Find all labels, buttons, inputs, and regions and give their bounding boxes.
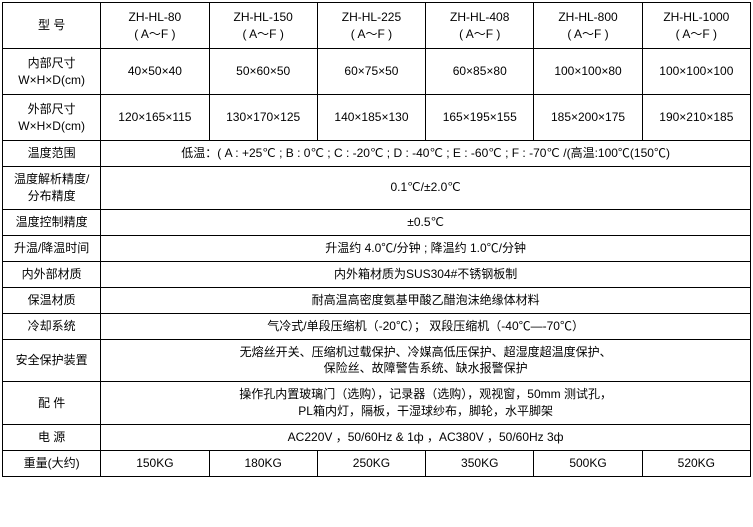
temp-range-label: 温度范围 xyxy=(3,141,101,167)
cooling-system-value: 气冷式/单段压缩机（-20℃）； 双段压缩机（-40℃—-70℃） xyxy=(101,313,751,339)
model-1: ZH-HL-150( A～F ) xyxy=(209,3,317,49)
heating-cooling-value: 升温约 4.0℃/分钟 ; 降温约 1.0℃/分钟 xyxy=(101,235,751,261)
model-0: ZH-HL-80( A～F ) xyxy=(101,3,209,49)
accessories-value: 操作孔内置玻璃门（选购），记录器（选购），观视窗，50mm 测试孔，PL箱内灯，… xyxy=(101,382,751,425)
safety-label: 安全保护装置 xyxy=(3,339,101,382)
temp-control-label: 温度控制精度 xyxy=(3,209,101,235)
inner-size-5: 100×100×100 xyxy=(642,49,750,95)
inner-size-label: 内部尺寸W×H×D(cm) xyxy=(3,49,101,95)
temp-resolution-label: 温度解析精度/分布精度 xyxy=(3,167,101,210)
weight-2: 250KG xyxy=(317,450,425,476)
temp-range-value: 低温：( A : +25℃ ; B : 0℃ ; C : -20℃ ; D : … xyxy=(101,141,751,167)
model-4: ZH-HL-800( A～F ) xyxy=(534,3,642,49)
material-inout-label: 内外部材质 xyxy=(3,261,101,287)
cooling-system-label: 冷却系统 xyxy=(3,313,101,339)
weight-label: 重量(大约) xyxy=(3,450,101,476)
power-label: 电 源 xyxy=(3,424,101,450)
row-power: 电 源 AC220V ，50/60Hz & 1ф ，AC380V ，50/60H… xyxy=(3,424,751,450)
power-value: AC220V ，50/60Hz & 1ф ，AC380V ，50/60Hz 3ф xyxy=(101,424,751,450)
outer-size-2: 140×185×130 xyxy=(317,95,425,141)
weight-1: 180KG xyxy=(209,450,317,476)
row-inner-size: 内部尺寸W×H×D(cm) 40×50×40 50×60×50 60×75×50… xyxy=(3,49,751,95)
row-weight: 重量(大约) 150KG 180KG 250KG 350KG 500KG 520… xyxy=(3,450,751,476)
spec-table: 型 号 ZH-HL-80( A～F ) ZH-HL-150( A～F ) ZH-… xyxy=(2,2,751,477)
inner-size-3: 60×85×80 xyxy=(426,49,534,95)
outer-size-label: 外部尺寸W×H×D(cm) xyxy=(3,95,101,141)
row-cooling-system: 冷却系统 气冷式/单段压缩机（-20℃）； 双段压缩机（-40℃—-70℃） xyxy=(3,313,751,339)
heating-cooling-label: 升温/降温时间 xyxy=(3,235,101,261)
row-temp-resolution: 温度解析精度/分布精度 0.1℃/±2.0℃ xyxy=(3,167,751,210)
row-outer-size: 外部尺寸W×H×D(cm) 120×165×115 130×170×125 14… xyxy=(3,95,751,141)
temp-resolution-value: 0.1℃/±2.0℃ xyxy=(101,167,751,210)
weight-5: 520KG xyxy=(642,450,750,476)
material-inout-value: 内外箱材质为SUS304#不锈钢板制 xyxy=(101,261,751,287)
header-label: 型 号 xyxy=(3,3,101,49)
row-material-inout: 内外部材质 内外箱材质为SUS304#不锈钢板制 xyxy=(3,261,751,287)
model-3: ZH-HL-408( A～F ) xyxy=(426,3,534,49)
row-temp-range: 温度范围 低温：( A : +25℃ ; B : 0℃ ; C : -20℃ ;… xyxy=(3,141,751,167)
weight-4: 500KG xyxy=(534,450,642,476)
inner-size-2: 60×75×50 xyxy=(317,49,425,95)
safety-value: 无熔丝开关、压缩机过载保护、冷媒高低压保护、超湿度超温度保护、保险丝、故障警告系… xyxy=(101,339,751,382)
accessories-label: 配 件 xyxy=(3,382,101,425)
outer-size-4: 185×200×175 xyxy=(534,95,642,141)
model-5: ZH-HL-1000( A～F ) xyxy=(642,3,750,49)
row-insulation: 保温材质 耐高温高密度氨基甲酸乙醋泡沫绝缘体材料 xyxy=(3,287,751,313)
insulation-value: 耐高温高密度氨基甲酸乙醋泡沫绝缘体材料 xyxy=(101,287,751,313)
inner-size-4: 100×100×80 xyxy=(534,49,642,95)
inner-size-0: 40×50×40 xyxy=(101,49,209,95)
row-safety: 安全保护装置 无熔丝开关、压缩机过载保护、冷媒高低压保护、超湿度超温度保护、保险… xyxy=(3,339,751,382)
row-accessories: 配 件 操作孔内置玻璃门（选购），记录器（选购），观视窗，50mm 测试孔，PL… xyxy=(3,382,751,425)
inner-size-1: 50×60×50 xyxy=(209,49,317,95)
insulation-label: 保温材质 xyxy=(3,287,101,313)
row-temp-control: 温度控制精度 ±0.5℃ xyxy=(3,209,751,235)
outer-size-5: 190×210×185 xyxy=(642,95,750,141)
weight-3: 350KG xyxy=(426,450,534,476)
outer-size-0: 120×165×115 xyxy=(101,95,209,141)
temp-control-value: ±0.5℃ xyxy=(101,209,751,235)
model-2: ZH-HL-225( A～F ) xyxy=(317,3,425,49)
outer-size-3: 165×195×155 xyxy=(426,95,534,141)
row-heating-cooling: 升温/降温时间 升温约 4.0℃/分钟 ; 降温约 1.0℃/分钟 xyxy=(3,235,751,261)
weight-0: 150KG xyxy=(101,450,209,476)
header-row: 型 号 ZH-HL-80( A～F ) ZH-HL-150( A～F ) ZH-… xyxy=(3,3,751,49)
outer-size-1: 130×170×125 xyxy=(209,95,317,141)
